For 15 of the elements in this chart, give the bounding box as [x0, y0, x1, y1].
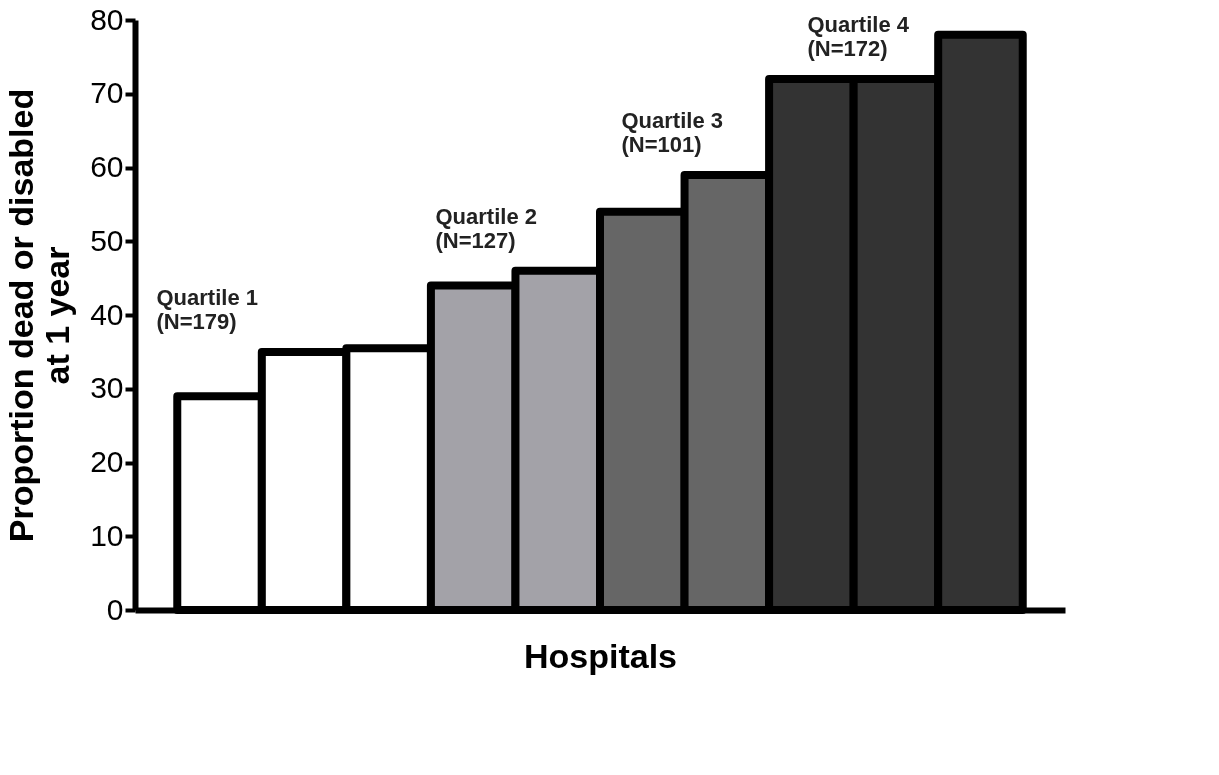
y-tick-label: 40 [90, 297, 124, 331]
y-tick-label: 50 [90, 223, 124, 257]
x-axis-title: Hospitals [523, 636, 678, 675]
y-tick-label: 70 [90, 76, 124, 110]
y-tick-label: 10 [90, 518, 124, 552]
annotation: Quartile 2 (N=127) [435, 203, 537, 253]
y-tick-label: 20 [90, 445, 124, 478]
y-tick-label: 80 [90, 2, 124, 36]
annotation: Quartile 4 (N=172) [807, 12, 910, 61]
y-tick-label: 0 [106, 592, 124, 626]
y-tick-label: 60 [90, 150, 124, 183]
annotation: Quartile 3 (N=101) [621, 107, 723, 157]
annotation: Quartile 1 (N=179) [156, 284, 258, 334]
y-tick-label: 30 [90, 371, 124, 405]
y-axis-title: Proportion dead or disabled at 1 year [2, 88, 77, 543]
